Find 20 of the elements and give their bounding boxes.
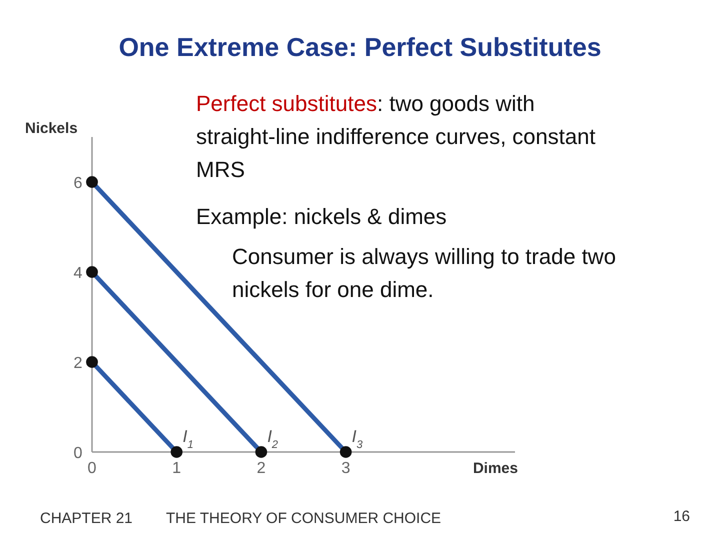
text: THE THEORY OF CONSUMER CHOICE — [166, 510, 442, 527]
series-label: I$_{2}$ — [267, 427, 278, 451]
y-axis-title: Nickels — [25, 120, 78, 137]
x-axis-title: Dimes — [472, 460, 518, 477]
x-tick-label: 1 — [172, 460, 182, 477]
series-label: I$_{3}$ — [352, 427, 364, 451]
y-tick-label: 0 — [74, 445, 83, 462]
text: 16 — [673, 508, 690, 525]
series-label: I$_{1}$ — [182, 427, 194, 451]
x-tick-label: 2 — [256, 460, 266, 477]
annotation: Consumer is always willing to trade two nickels for one dime. — [232, 244, 616, 302]
x-tick-label: 3 — [341, 460, 350, 477]
chart-title: One Extreme Case: Perfect Substitutes — [118, 32, 602, 62]
y-tick-label: 4 — [74, 265, 83, 282]
y-tick-label: 6 — [74, 175, 83, 192]
text: CHAPTER 21 — [40, 510, 133, 527]
annotation: Example: nickels & dimes — [196, 204, 447, 229]
annotation: Perfect substitutes: two goods with straight-line indifference curves, constant MRS — [196, 91, 596, 182]
x-tick-label: 0 — [88, 460, 97, 477]
y-tick-label: 2 — [74, 355, 83, 372]
